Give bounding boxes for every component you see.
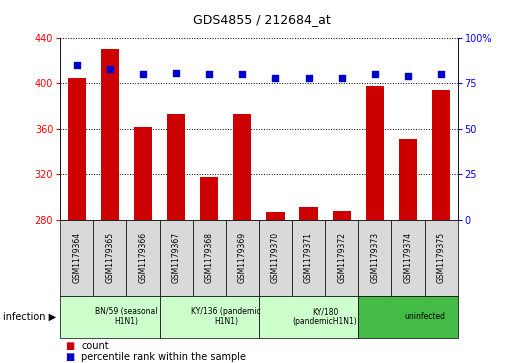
Point xyxy=(139,72,147,77)
Bar xyxy=(101,49,119,220)
Bar xyxy=(93,220,127,296)
Text: uninfected: uninfected xyxy=(404,312,445,321)
Bar xyxy=(292,220,325,296)
Bar xyxy=(192,220,226,296)
Bar xyxy=(200,176,218,220)
Point xyxy=(73,62,81,68)
Bar xyxy=(366,86,384,220)
Text: GSM1179370: GSM1179370 xyxy=(271,232,280,283)
Text: GSM1179374: GSM1179374 xyxy=(403,232,413,283)
Text: percentile rank within the sample: percentile rank within the sample xyxy=(81,352,246,362)
Point xyxy=(271,75,280,81)
Text: ■: ■ xyxy=(65,352,75,362)
Bar xyxy=(134,127,152,220)
Bar xyxy=(399,139,417,220)
Bar xyxy=(425,220,458,296)
Text: GSM1179366: GSM1179366 xyxy=(139,232,147,283)
Bar xyxy=(300,207,317,220)
Text: GSM1179365: GSM1179365 xyxy=(105,232,115,283)
Bar xyxy=(259,220,292,296)
Bar xyxy=(60,296,160,338)
Point xyxy=(337,75,346,81)
Text: GSM1179373: GSM1179373 xyxy=(370,232,379,283)
Text: ■: ■ xyxy=(65,341,75,351)
Bar xyxy=(233,114,252,220)
Text: BN/59 (seasonal
H1N1): BN/59 (seasonal H1N1) xyxy=(95,307,157,326)
Text: GSM1179375: GSM1179375 xyxy=(437,232,446,283)
Bar xyxy=(160,220,192,296)
Text: GSM1179372: GSM1179372 xyxy=(337,232,346,283)
Bar xyxy=(67,78,86,220)
Text: infection ▶: infection ▶ xyxy=(3,312,56,322)
Bar xyxy=(226,220,259,296)
Text: GSM1179364: GSM1179364 xyxy=(72,232,81,283)
Bar xyxy=(266,212,285,220)
Text: KY/180
(pandemicH1N1): KY/180 (pandemicH1N1) xyxy=(293,307,358,326)
Bar xyxy=(432,90,450,220)
Text: GSM1179369: GSM1179369 xyxy=(238,232,247,283)
Bar xyxy=(127,220,160,296)
Text: count: count xyxy=(81,341,109,351)
Point xyxy=(238,72,246,77)
Point xyxy=(205,72,213,77)
Bar xyxy=(167,114,185,220)
Bar xyxy=(325,220,358,296)
Text: GDS4855 / 212684_at: GDS4855 / 212684_at xyxy=(192,13,331,26)
Bar xyxy=(259,296,358,338)
Bar xyxy=(358,296,458,338)
Text: GSM1179371: GSM1179371 xyxy=(304,232,313,283)
Point xyxy=(304,75,313,81)
Bar xyxy=(160,296,259,338)
Point xyxy=(106,66,114,72)
Point xyxy=(172,70,180,76)
Bar xyxy=(358,220,391,296)
Text: GSM1179368: GSM1179368 xyxy=(204,232,214,283)
Bar xyxy=(60,220,93,296)
Bar xyxy=(333,211,351,220)
Point xyxy=(437,72,445,77)
Bar xyxy=(391,220,425,296)
Text: GSM1179367: GSM1179367 xyxy=(172,232,180,283)
Point xyxy=(404,73,412,79)
Point xyxy=(371,72,379,77)
Text: KY/136 (pandemic
H1N1): KY/136 (pandemic H1N1) xyxy=(191,307,260,326)
